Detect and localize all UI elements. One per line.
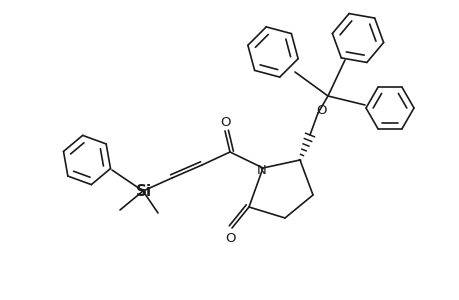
- Text: N: N: [257, 164, 266, 176]
- Text: Si: Si: [136, 184, 152, 199]
- Text: O: O: [225, 232, 236, 245]
- Text: O: O: [316, 104, 326, 118]
- Text: O: O: [220, 116, 231, 128]
